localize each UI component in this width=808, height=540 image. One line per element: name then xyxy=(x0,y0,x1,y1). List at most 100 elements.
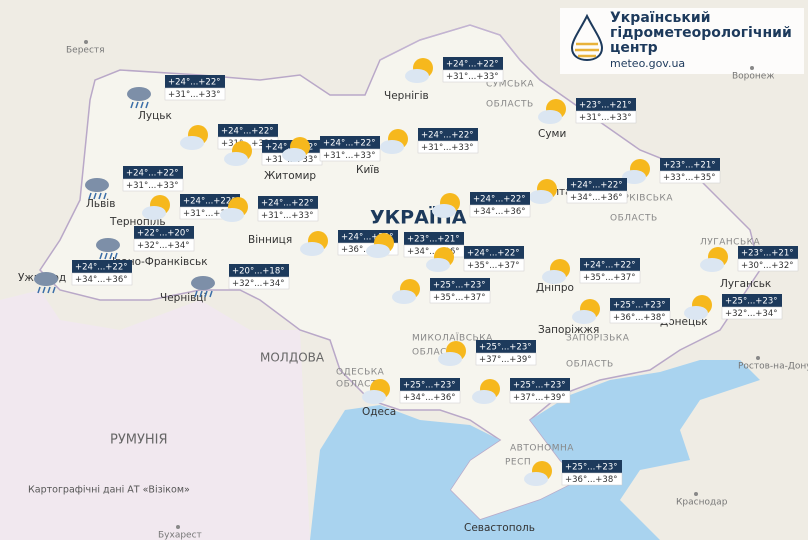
place-dot xyxy=(84,40,88,44)
forecast-day: +34°...+36° xyxy=(570,193,622,203)
forecast-night: +24°...+22° xyxy=(126,169,178,179)
city-label: Чернівці xyxy=(160,292,206,304)
forecast-night: +25°...+23° xyxy=(725,297,777,307)
forecast: +24°...+22° +31°...+33° xyxy=(220,196,319,222)
forecast: +24°...+22° +31°...+33° xyxy=(405,57,504,83)
city-label: Севастополь xyxy=(464,522,535,534)
cloud-icon xyxy=(432,204,456,218)
region-label: МИКОЛАЇВСЬКА xyxy=(412,333,493,344)
foreign-place: Воронеж xyxy=(732,72,774,82)
rain-icon xyxy=(204,290,208,298)
header-site: meteo.gov.ua xyxy=(610,57,685,70)
place-dot xyxy=(756,356,760,360)
forecast-day: +34°...+36° xyxy=(407,247,459,257)
forecast-day-box xyxy=(575,110,637,124)
forecast-night: +23°...+21° xyxy=(407,235,459,245)
forecast-night-box xyxy=(404,232,464,245)
forecast: +22°...+20° +32°...+34° xyxy=(96,226,195,260)
forecast: +24°...+22° +31°...+33° xyxy=(127,75,226,109)
cloud-icon xyxy=(380,140,404,154)
forecast-day-box xyxy=(579,270,641,284)
forecast-day-box xyxy=(566,190,628,204)
header-title: Український xyxy=(610,10,711,26)
forecast-night: +24°...+22° xyxy=(473,195,525,205)
forecast-night-box xyxy=(510,378,570,391)
rain-icon xyxy=(109,252,113,260)
forecast-night: +23°...+21° xyxy=(579,101,631,111)
rain-icon xyxy=(145,101,149,109)
forecast-day-box xyxy=(133,238,195,252)
place-dot xyxy=(750,66,754,70)
forecast: +20°...+18° +32°...+34° xyxy=(191,264,290,298)
forecast-day-box xyxy=(475,352,537,366)
forecast-day: +31°...+33° xyxy=(126,181,178,191)
forecast: +25°...+23° +34°...+36° xyxy=(362,378,461,404)
forecast-night: +24°...+22° xyxy=(261,199,313,209)
forecast-night-box xyxy=(580,258,640,271)
forecast: +25°...+23° +36°...+38° xyxy=(572,298,671,324)
forecast: +24°...+22° +34°...+36° xyxy=(432,192,531,218)
header-title: гідрометеорологічний xyxy=(610,25,792,41)
forecast-day: +30°...+32° xyxy=(741,261,793,271)
forecast-day-box xyxy=(164,87,226,101)
black-sea xyxy=(310,360,760,540)
city-label: Львів xyxy=(86,198,115,210)
forecast-night-box xyxy=(562,460,622,473)
region-label: ОДЕСЬКА xyxy=(336,368,385,378)
cloud-icon xyxy=(700,258,724,272)
forecast-night-box xyxy=(660,158,720,171)
forecast-night: +22°...+20° xyxy=(137,229,189,239)
cloud-icon xyxy=(362,390,386,404)
region-label: ОБЛАСТЬ xyxy=(566,360,614,370)
forecast-night: +25°...+23° xyxy=(513,381,565,391)
forecast-day: +35°...+37° xyxy=(467,261,519,271)
forecast-night: +25°...+23° xyxy=(479,343,531,353)
forecast-day: +31°...+33° xyxy=(261,211,313,221)
rain-icon xyxy=(88,192,92,200)
cloud-icon xyxy=(426,258,450,272)
rain-icon xyxy=(47,286,51,294)
forecast-day: +34°...+36° xyxy=(75,275,127,285)
cloud-icon xyxy=(220,208,244,222)
forecast-day: +31°...+33° xyxy=(421,143,473,153)
region-label: РЕСП xyxy=(505,458,531,468)
forecast-night-box xyxy=(738,246,798,259)
forecast-night-box xyxy=(123,166,183,179)
forecast-night-box xyxy=(72,260,132,273)
attribution: Картографічні дані АТ «Візіком» xyxy=(28,485,190,496)
forecast-day: +34°...+36° xyxy=(403,393,455,403)
forecast-day-box xyxy=(609,310,671,324)
region-label: ЗАПОРІЗЬКА xyxy=(566,334,630,344)
forecast-day: +31°...+33° xyxy=(579,113,631,123)
forecast: +24°...+22° +31°...+35° xyxy=(142,194,241,220)
cloud-icon xyxy=(366,244,390,258)
cloud-icon xyxy=(684,306,708,320)
forecast-day-box xyxy=(509,390,571,404)
cloud-icon xyxy=(438,352,462,366)
forecast-day-box xyxy=(721,306,783,320)
forecast-night-box xyxy=(610,298,670,311)
forecast: +25°...+23° +32°...+34° xyxy=(684,294,783,320)
forecast-day: +37°...+39° xyxy=(479,355,531,365)
forecast-day: +31°...+35° xyxy=(183,209,235,219)
city-label: Запоріжжя xyxy=(538,324,599,336)
forecast-day-box xyxy=(319,148,381,162)
cloud-icon xyxy=(472,390,496,404)
forecast-day: +32°...+34° xyxy=(137,241,189,251)
rain-icon xyxy=(140,101,144,109)
forecast-night-box xyxy=(430,278,490,291)
rain-icon xyxy=(37,286,41,294)
romania-area xyxy=(0,290,310,540)
forecast-night: +24°...+22° xyxy=(183,197,235,207)
city-label: Вінниця xyxy=(248,234,292,246)
country-label: МОЛДОВА xyxy=(260,351,325,365)
forecast-night-box xyxy=(470,192,530,205)
region-label: ОБЛАСТЬ xyxy=(412,348,460,358)
city-label: Житомир xyxy=(264,170,316,182)
forecast-day-box xyxy=(228,276,290,290)
forecast-night: +24°...+22° xyxy=(341,233,393,243)
foreign-place: Бухарест xyxy=(158,531,202,540)
forecast-night-box xyxy=(229,264,289,277)
cloud-icon xyxy=(191,276,215,290)
